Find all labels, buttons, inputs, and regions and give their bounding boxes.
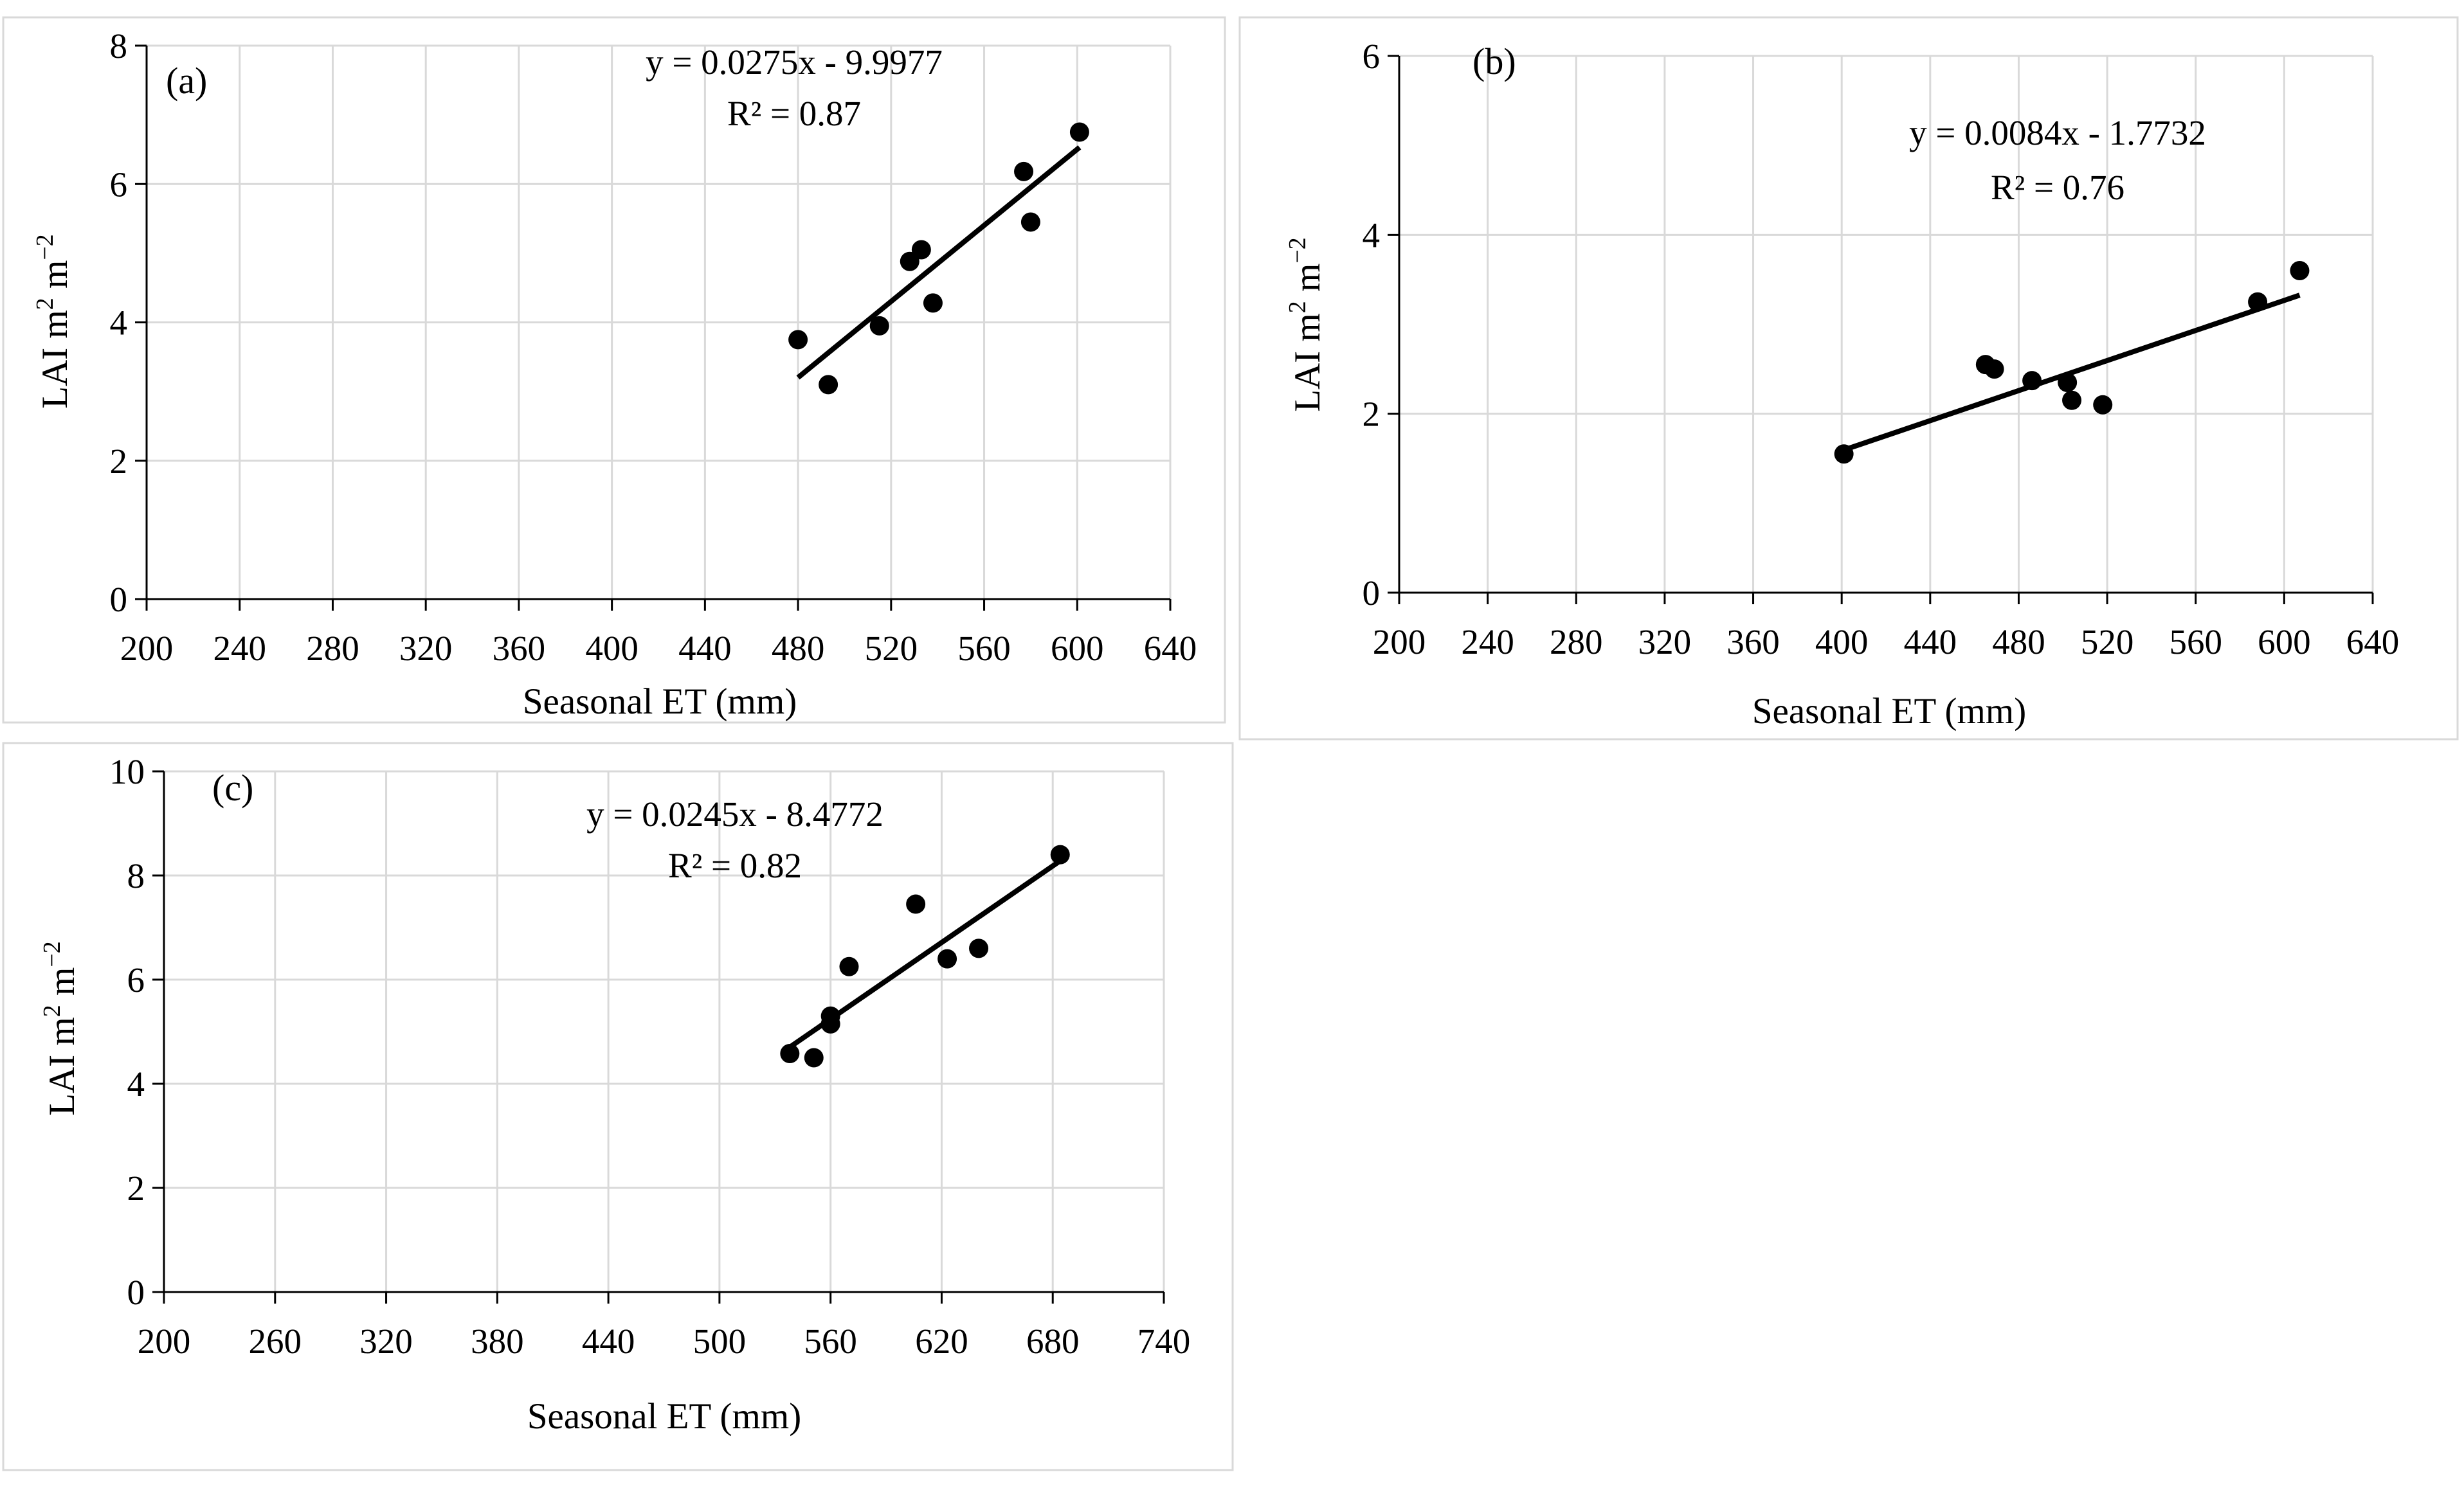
panel-label: (c) <box>212 767 253 809</box>
x-tick-label: 200 <box>138 1322 191 1361</box>
r-squared: R² = 0.82 <box>668 846 802 885</box>
x-tick-label: 240 <box>1461 622 1514 661</box>
chart-panel-a: 200 240 280 320 360 400 440 480 520 560 600 640 0 2 4 6… <box>2 16 1226 724</box>
y-tick-label: 2 <box>127 1169 145 1208</box>
data-point <box>839 956 859 976</box>
y-tick-label: 2 <box>1363 395 1381 434</box>
x-axis-title: Seasonal ET (mm) <box>527 1396 801 1437</box>
y-axis-title: LAI m2 m−2 <box>1284 237 1328 412</box>
data-point <box>788 330 808 350</box>
x-tick-label: 520 <box>2081 622 2134 661</box>
x-tick-label: 320 <box>1638 622 1692 661</box>
data-point <box>820 1014 840 1034</box>
panel-label: (b) <box>1472 40 1516 82</box>
data-point <box>2248 292 2268 312</box>
y-tick-label: 8 <box>127 856 145 895</box>
data-point <box>2290 261 2310 280</box>
x-tick-label: 600 <box>2258 622 2311 661</box>
x-tick-label: 240 <box>213 629 266 668</box>
y-tick-label: 4 <box>110 303 128 343</box>
x-tick-label: 400 <box>585 629 639 668</box>
y-tick-label: 0 <box>127 1273 145 1312</box>
x-tick-label: 280 <box>306 629 359 668</box>
data-point <box>2062 390 2082 410</box>
r-squared: R² = 0.87 <box>727 94 861 133</box>
data-point <box>780 1044 800 1064</box>
data-point <box>819 375 838 395</box>
panel-frame <box>2 16 1226 724</box>
trend-equation: y = 0.0084x - 1.7732 <box>1909 113 2206 152</box>
x-axis-title: Seasonal ET (mm) <box>523 681 797 722</box>
panel-frame <box>2 742 1234 1471</box>
y-axis-title: LAI m2 m−2 <box>32 234 75 409</box>
x-tick-label: 740 <box>1137 1322 1191 1361</box>
chart-panel-b: 200 240 280 320 360 400 440 480 520 560 600 640 0 2 4 6… <box>1238 16 2459 741</box>
x-tick-label: 520 <box>865 629 918 668</box>
panel-frame <box>1238 16 2459 741</box>
data-point <box>900 251 919 271</box>
data-point <box>804 1048 824 1068</box>
x-tick-label: 480 <box>1992 622 2045 661</box>
data-point <box>969 938 989 958</box>
x-tick-label: 640 <box>2346 622 2400 661</box>
x-tick-label: 640 <box>1144 629 1197 668</box>
y-tick-label: 0 <box>1363 573 1381 613</box>
x-tick-label: 560 <box>957 629 1011 668</box>
y-tick-label: 6 <box>127 960 145 1000</box>
x-tick-label: 560 <box>2169 622 2222 661</box>
data-point <box>2022 371 2042 391</box>
x-tick-label: 360 <box>1726 622 1780 661</box>
x-tick-label: 280 <box>1550 622 1603 661</box>
data-point <box>869 316 889 336</box>
r-squared: R² = 0.76 <box>1991 168 2124 207</box>
chart-panel-c: 200 260 320 380 440 500 560 620 680 740 0 2 4 6 8 10 Sea… <box>2 742 1234 1471</box>
y-tick-label: 8 <box>110 26 128 66</box>
x-tick-label: 320 <box>359 1322 413 1361</box>
trendline <box>1843 292 2301 453</box>
x-tick-label: 600 <box>1051 629 1104 668</box>
trend-equation: y = 0.0275x - 9.9977 <box>646 42 943 82</box>
x-tick-label: 260 <box>249 1322 302 1361</box>
trend-equation: y = 0.0245x - 8.4772 <box>586 794 883 834</box>
data-point <box>1069 122 1089 142</box>
x-tick-label: 440 <box>678 629 732 668</box>
data-point <box>1020 212 1040 232</box>
data-point <box>1050 845 1070 865</box>
x-tick-label: 380 <box>471 1322 524 1361</box>
x-tick-label: 500 <box>693 1322 747 1361</box>
x-tick-label: 620 <box>915 1322 968 1361</box>
y-tick-label: 10 <box>109 752 145 791</box>
x-tick-label: 360 <box>493 629 546 668</box>
x-tick-label: 480 <box>772 629 825 668</box>
data-point <box>906 894 926 914</box>
y-tick-label: 6 <box>110 165 128 204</box>
x-axis-title: Seasonal ET (mm) <box>1752 691 2026 732</box>
data-point <box>938 949 957 969</box>
x-tick-label: 400 <box>1815 622 1869 661</box>
panel-label: (a) <box>166 60 207 102</box>
data-point <box>911 240 931 260</box>
y-tick-label: 0 <box>110 580 128 619</box>
y-tick-label: 2 <box>110 442 128 481</box>
trendline <box>796 145 1082 380</box>
data-point <box>1834 444 1854 464</box>
y-axis-title: LAI m2 m−2 <box>39 941 82 1116</box>
x-tick-label: 440 <box>1904 622 1957 661</box>
x-tick-label: 560 <box>804 1322 857 1361</box>
x-tick-label: 320 <box>399 629 453 668</box>
x-tick-label: 200 <box>1373 622 1426 661</box>
y-tick-label: 6 <box>1363 37 1381 76</box>
data-point <box>923 293 943 313</box>
data-point <box>1014 161 1034 181</box>
x-tick-label: 680 <box>1026 1322 1080 1361</box>
x-tick-label: 440 <box>582 1322 635 1361</box>
y-tick-label: 4 <box>127 1064 145 1104</box>
data-point <box>2058 372 2078 392</box>
x-tick-label: 200 <box>120 629 174 668</box>
y-tick-label: 4 <box>1363 215 1381 255</box>
data-point <box>1984 359 2004 379</box>
data-point <box>2093 395 2113 415</box>
